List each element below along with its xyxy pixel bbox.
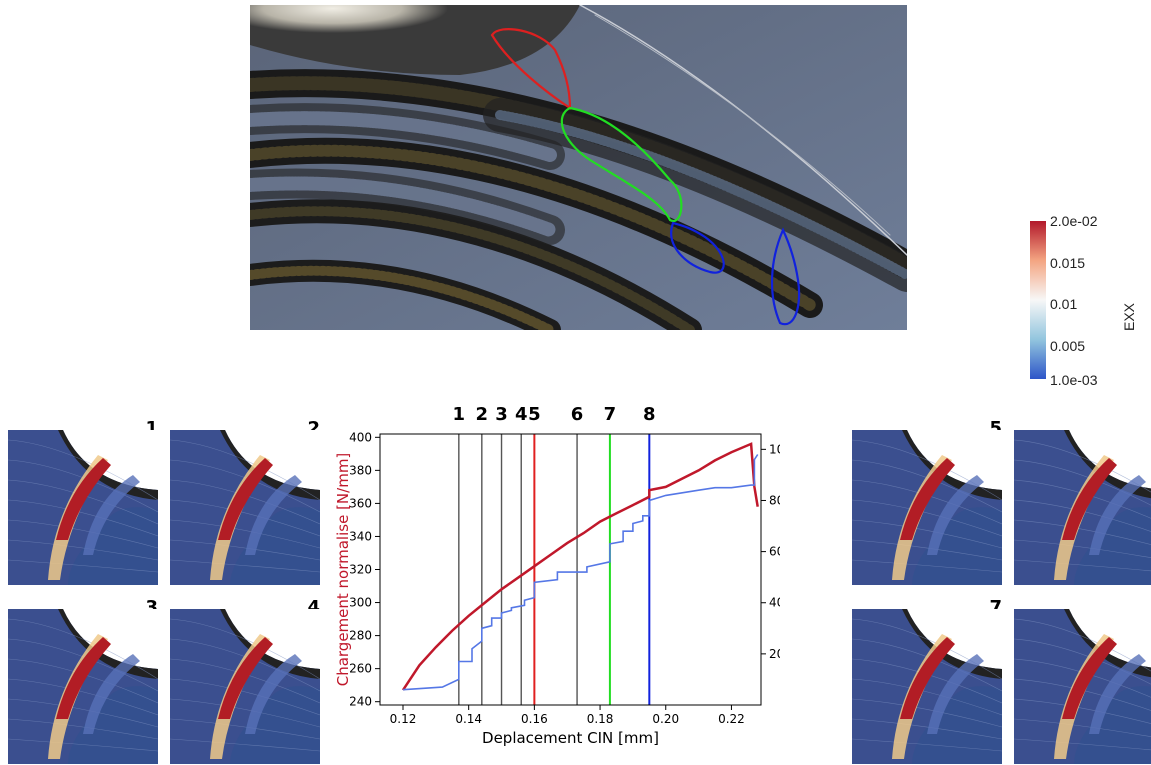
event-label: 7 (604, 404, 617, 425)
strain-panel-6: 6 (1014, 418, 1151, 586)
colorbar: 2.0e-02 0.015 0.01 0.005 1.0e-03 EXX (1022, 213, 1151, 390)
x-tick-label: 0.12 (390, 712, 417, 726)
strain-panel-1: 1 (8, 418, 158, 586)
strain-panel-5: 5 (852, 418, 1002, 586)
strain-field-image (1014, 430, 1151, 585)
x-tick-label: 0.20 (652, 712, 679, 726)
x-tick-label: 0.16 (521, 712, 548, 726)
y-tick-label: 360 (349, 496, 372, 510)
event-label: 6 (571, 404, 584, 425)
y2-tick-label: 20 (769, 647, 780, 661)
x-axis-label: Deplacement CIN [mm] (482, 729, 659, 747)
colorbar-tick-label: 0.01 (1050, 296, 1077, 312)
colorbar-title: EXX (1121, 302, 1137, 331)
plot-frame (379, 433, 762, 706)
y-tick-label: 280 (349, 629, 372, 643)
x-tick-label: 0.14 (455, 712, 482, 726)
colorbar-tick-label: 0.005 (1050, 338, 1085, 354)
event-label: 3 (495, 404, 508, 425)
y2-tick-label: 40 (769, 596, 780, 610)
strain-field-image (852, 609, 1002, 764)
x-tick-label: 0.22 (718, 712, 745, 726)
x-tick-label: 0.18 (587, 712, 614, 726)
event-label: 1 (453, 404, 466, 425)
y-axis-label: Chargement normalise [N/mm] (334, 453, 352, 687)
strain-field-image (170, 430, 320, 585)
strain-panel-2: 2 (170, 418, 320, 586)
eac-series-line (402, 454, 759, 691)
strain-panel-4: 4 (170, 597, 320, 765)
y-tick-label: 380 (349, 463, 372, 477)
colorbar-gradient (1030, 221, 1046, 379)
strain-panel-7: 7 (852, 597, 1002, 765)
micrograph-image (250, 5, 907, 330)
y-tick-label: 320 (349, 563, 372, 577)
y-tick-label: 400 (349, 430, 372, 444)
event-label: 5 (528, 404, 541, 425)
event-label: 8 (643, 404, 656, 425)
load-eac-chart: 1 2 3 4 5 6 7 8 0.12 0.14 0.16 0.18 0.20 0.22 240 260 28… (334, 404, 780, 747)
event-label: 4 (515, 404, 528, 425)
colorbar-tick-label: 2.0e-02 (1050, 215, 1098, 229)
strain-panel-3: 3 (8, 597, 158, 765)
strain-field-image (8, 430, 158, 585)
strain-field-image (852, 430, 1002, 585)
strain-field-image (170, 609, 320, 764)
colorbar-tick-label: 0.015 (1050, 255, 1085, 271)
y-tick-label: 340 (349, 529, 372, 543)
event-label: 2 (476, 404, 489, 425)
strain-panel-8: 8 (1014, 597, 1151, 765)
load-series-line (401, 442, 759, 691)
colorbar-tick-label: 1.0e-03 (1050, 372, 1098, 388)
y-tick-label: 300 (349, 596, 372, 610)
y-tick-label: 260 (349, 662, 372, 676)
strain-field-image (8, 609, 158, 764)
y2-tick-label: 100 (769, 442, 780, 456)
y-tick-label: 240 (349, 695, 372, 709)
strain-field-image (1014, 609, 1151, 764)
y2-tick-label: 80 (769, 493, 780, 507)
y2-tick-label: 60 (769, 545, 780, 559)
